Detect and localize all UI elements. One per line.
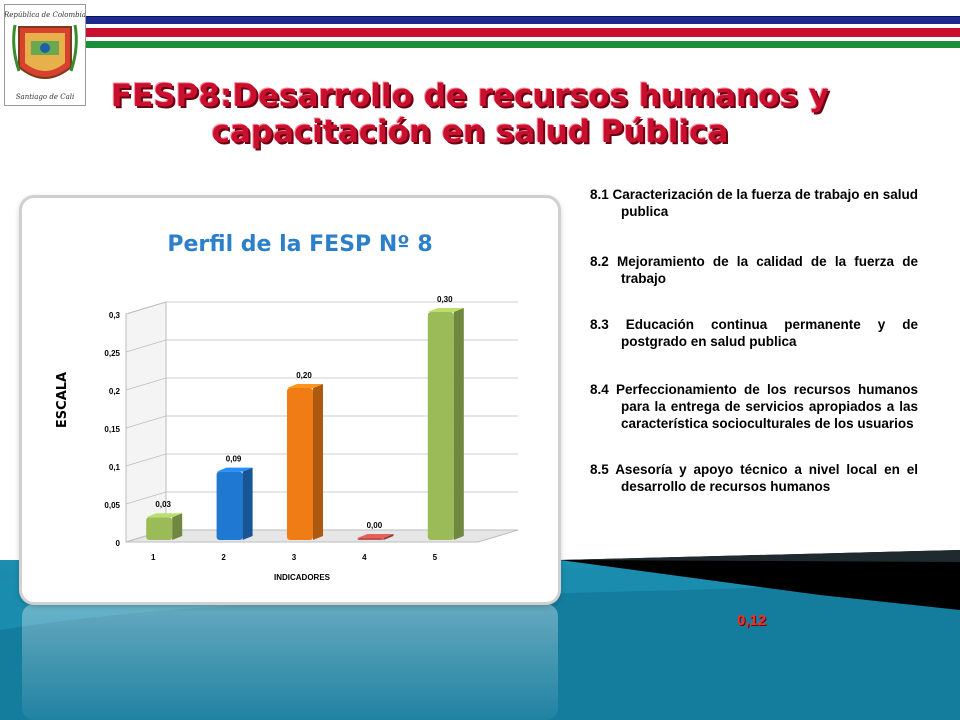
chart-gridline [125, 453, 518, 467]
bar [287, 384, 323, 540]
chart-gridline [125, 377, 518, 391]
header-stripes [86, 16, 960, 50]
y-tick-label: 0 [116, 539, 121, 548]
indicator-item: 8.4 Perfeccionamiento de los recursos hu… [590, 381, 918, 432]
y-tick-label: 0,05 [104, 501, 120, 510]
bar-top [216, 467, 253, 472]
bar-chart: 0 0,05 0,1 0,15 0,2 0,25 0,3 1 2 3 4 5 0,03 0,09 0,2… [55, 295, 519, 582]
indicator-item: 8.2 Mejoramiento de la calidad de la fue… [590, 253, 918, 287]
indicator-number: 8.1 [590, 187, 609, 202]
bar-side [383, 534, 394, 540]
x-tick-label: 1 [151, 553, 156, 562]
indicator-text: Perfeccionamiento de los recursos humano… [616, 382, 918, 431]
chart-x-axis-label: INDICADORES [274, 573, 331, 582]
coat-of-arms-icon: República de Colombia Santiago de Cali [3, 11, 86, 101]
logo-bottom-text: Santiago de Cali [16, 93, 74, 101]
chart-gridline [125, 301, 518, 315]
chart-bars [146, 308, 464, 540]
stripe-white-2 [86, 37, 960, 41]
chart-data-labels: 0,03 0,09 0,20 0,00 0,30 [155, 295, 453, 530]
y-tick-label: 0,15 [104, 425, 120, 434]
y-tick-label: 0,2 [109, 387, 121, 396]
slide-title-line2: capacitación en salud Pública [211, 114, 729, 150]
logo-top-text: República de Colombia [5, 11, 85, 19]
indicators-list: 8.1 Caracterización de la fuerza de trab… [590, 186, 918, 528]
bar-front [216, 471, 243, 540]
chart-gridline [125, 415, 518, 429]
indicator-text: Asesoría y apoyo técnico a nivel local e… [615, 462, 918, 494]
bar-front [427, 312, 454, 540]
bar-side [313, 384, 323, 540]
black-wedge [560, 550, 960, 610]
bar [146, 513, 183, 540]
x-tick-label: 5 [433, 553, 438, 562]
data-label: 0,20 [296, 371, 312, 380]
indicator-item: 8.5 Asesoría y apoyo técnico a nivel loc… [590, 461, 918, 495]
data-label: 0,30 [437, 295, 453, 304]
average-value: 0,12 [737, 612, 767, 629]
y-tick-label: 0,1 [109, 463, 121, 472]
stripe-blue [86, 16, 960, 24]
y-tick-label: 0,25 [104, 349, 120, 358]
indicator-item: 8.1 Caracterización de la fuerza de trab… [590, 186, 918, 220]
slide-title: FESP8:Desarrollo de recursos humanos y c… [90, 78, 850, 150]
bar-side [242, 467, 253, 540]
chart-x-ticks: 1 2 3 4 5 [151, 553, 438, 562]
bar [357, 534, 394, 540]
bar [427, 308, 464, 540]
x-tick-label: 3 [292, 553, 297, 562]
slide-title-line1: FESP8:Desarrollo de recursos humanos y [111, 78, 829, 114]
chart-title: Perfil de la FESP Nº 8 [167, 232, 433, 257]
data-label: 0,00 [367, 521, 383, 530]
bar-top [427, 308, 464, 312]
chart-gridline [125, 339, 518, 353]
bar-top [287, 384, 323, 388]
bar-top [357, 534, 394, 538]
bar-front [287, 388, 313, 540]
bar-side [172, 513, 183, 540]
chart-gridline [125, 491, 518, 505]
logo: República de Colombia Santiago de Cali [3, 4, 86, 106]
indicator-text: Mejoramiento de la calidad de la fuerza … [616, 254, 918, 286]
y-tick-label: 0,3 [109, 311, 121, 320]
stripe-green [86, 41, 960, 48]
data-label: 0,03 [155, 500, 171, 509]
indicator-text: Caracterización de la fuerza de trabajo … [612, 187, 918, 219]
indicator-text: Educación continua permanente y de postg… [621, 317, 918, 349]
indicator-item: 8.3 Educación continua permanente y de p… [590, 316, 918, 350]
indicator-number: 8.3 [590, 317, 609, 332]
stripe-red [86, 28, 960, 37]
bar-front [357, 538, 384, 540]
x-tick-label: 4 [362, 553, 367, 562]
indicator-number: 8.4 [590, 382, 609, 397]
chart-y-ticks: 0 0,05 0,1 0,15 0,2 0,25 0,3 [104, 311, 120, 548]
data-label: 0,09 [226, 455, 242, 464]
chart-reflection [22, 604, 558, 720]
bar [216, 467, 253, 540]
bar-front [146, 517, 173, 540]
indicator-number: 8.2 [590, 254, 609, 269]
stripe-white-1 [86, 24, 960, 28]
chart-y-axis-label: ESCALA [55, 372, 70, 428]
indicator-number: 8.5 [590, 462, 609, 477]
bar-side [453, 308, 464, 540]
x-tick-label: 2 [221, 553, 226, 562]
bar-top [146, 513, 183, 518]
